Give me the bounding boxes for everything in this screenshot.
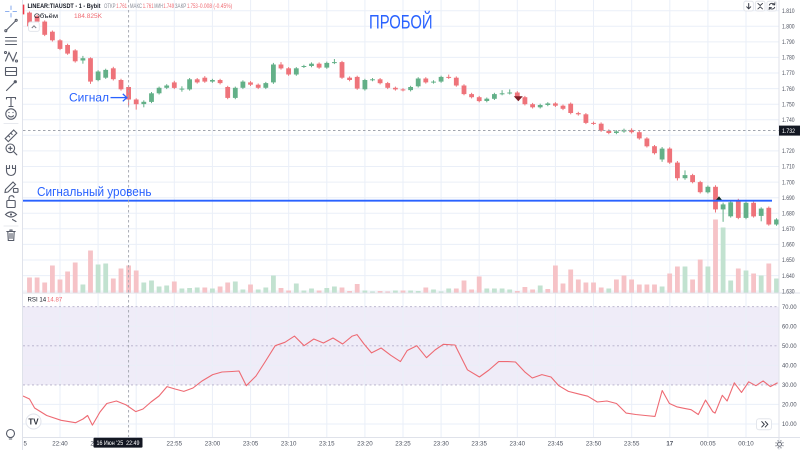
svg-text:-0.008 (-0.45%): -0.008 (-0.45%): [198, 3, 232, 10]
svg-text:20.00: 20.00: [782, 402, 797, 409]
svg-text:1.720: 1.720: [782, 148, 795, 155]
svg-text:23:05: 23:05: [243, 441, 259, 448]
svg-text:1.790: 1.790: [782, 39, 795, 46]
svg-text:14.87: 14.87: [47, 297, 63, 304]
svg-text:23:45: 23:45: [548, 441, 564, 448]
svg-text:1.650: 1.650: [782, 257, 795, 264]
svg-text:1.670: 1.670: [782, 226, 795, 233]
svg-text:1.740: 1.740: [782, 117, 795, 124]
svg-text:23:00: 23:00: [205, 441, 221, 448]
svg-text:МИН: МИН: [154, 3, 163, 10]
svg-text:23:50: 23:50: [586, 441, 602, 448]
svg-text:23:20: 23:20: [357, 441, 373, 448]
svg-text:00:05: 00:05: [700, 441, 716, 448]
svg-text:23:30: 23:30: [433, 441, 449, 448]
svg-text:1.750: 1.750: [782, 101, 795, 108]
svg-text:00:10: 00:10: [738, 441, 754, 448]
svg-text:1.770: 1.770: [782, 70, 795, 77]
svg-text:22:55: 22:55: [167, 441, 183, 448]
svg-text:40.00: 40.00: [782, 363, 797, 370]
svg-text:1.680: 1.680: [782, 210, 795, 217]
svg-text:1.761: 1.761: [116, 3, 127, 10]
svg-text:Сигнал: Сигнал: [69, 90, 109, 104]
svg-text:1.690: 1.690: [782, 195, 795, 202]
svg-text:10.00: 10.00: [782, 421, 797, 428]
svg-text:TV: TV: [28, 418, 39, 427]
svg-text:1.630: 1.630: [782, 288, 795, 295]
svg-text:16 Июн '25 22:49: 16 Июн '25 22:49: [97, 441, 141, 447]
svg-text:Сигнальный уровень: Сигнальный уровень: [37, 185, 152, 199]
svg-text:5: 5: [24, 441, 28, 448]
svg-text:1.753: 1.753: [187, 3, 198, 10]
svg-text:1.700: 1.700: [782, 179, 795, 186]
svg-text:30.00: 30.00: [782, 382, 797, 389]
svg-text:RSI 14: RSI 14: [28, 297, 47, 304]
svg-text:1.780: 1.780: [782, 55, 795, 62]
svg-text:ЗАКР: ЗАКР: [175, 3, 187, 10]
svg-text:23:55: 23:55: [624, 441, 640, 448]
svg-text:LINEAR:TIAUSDT - 1 - Bybit: LINEAR:TIAUSDT - 1 - Bybit: [28, 3, 102, 10]
svg-text:70.00: 70.00: [782, 304, 797, 311]
svg-text:1.749: 1.749: [163, 3, 174, 10]
svg-text:23:25: 23:25: [395, 441, 411, 448]
svg-text:23:10: 23:10: [281, 441, 297, 448]
svg-text:1.732: 1.732: [782, 128, 795, 135]
svg-text:60.00: 60.00: [782, 323, 797, 330]
svg-text:22:40: 22:40: [52, 441, 68, 448]
svg-text:1.800: 1.800: [782, 24, 795, 31]
svg-text:1.810: 1.810: [782, 8, 795, 15]
svg-text:МАКС: МАКС: [130, 3, 143, 10]
svg-text:184.825K: 184.825K: [74, 13, 103, 20]
svg-text:1.710: 1.710: [782, 164, 795, 171]
svg-text:ОТКР: ОТКР: [104, 3, 116, 10]
svg-text:23:15: 23:15: [319, 441, 335, 448]
svg-text:1.761: 1.761: [143, 3, 154, 10]
svg-text:1.640: 1.640: [782, 273, 795, 280]
svg-text:Объём: Объём: [34, 12, 58, 20]
svg-text:23:40: 23:40: [510, 441, 526, 448]
svg-text:50.00: 50.00: [782, 343, 797, 350]
svg-text:1.760: 1.760: [782, 86, 795, 93]
svg-text:ПРОБОЙ: ПРОБОЙ: [369, 9, 433, 33]
svg-text:1.660: 1.660: [782, 242, 795, 249]
svg-text:17: 17: [666, 441, 673, 448]
svg-text:23:35: 23:35: [471, 441, 487, 448]
